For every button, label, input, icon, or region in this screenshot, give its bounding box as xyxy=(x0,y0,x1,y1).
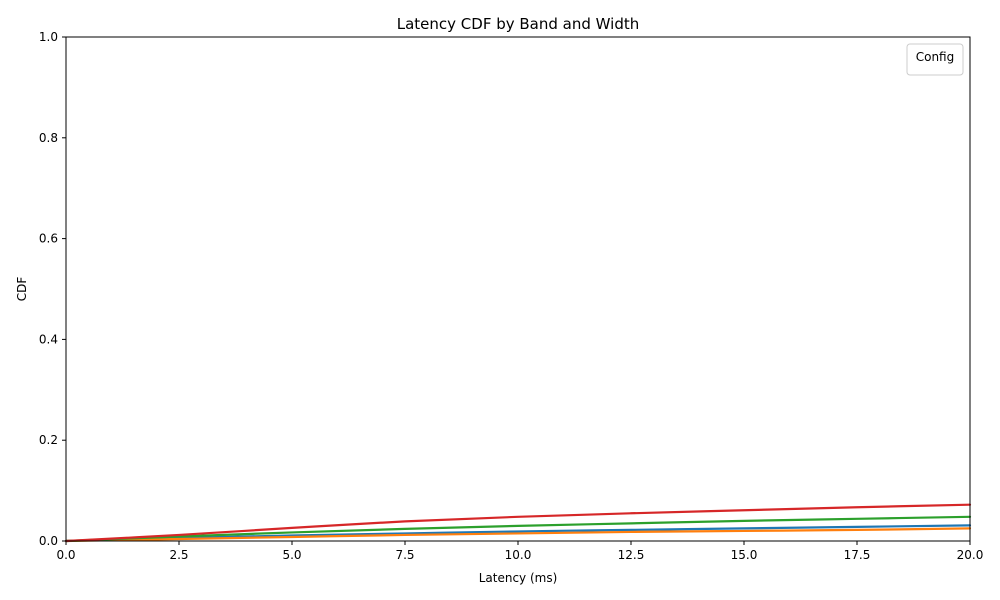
series-line-3 xyxy=(64,515,972,543)
plot-background xyxy=(66,37,970,541)
x-tick-label: 20.0 xyxy=(957,548,984,562)
legend-box xyxy=(906,43,964,76)
x-tick-label: 17.5 xyxy=(844,548,871,562)
chart-title: Latency CDF by Band and Width xyxy=(397,15,640,33)
y-axis-label: CDF xyxy=(15,277,29,302)
y-axis: 0.0 0.2 0.4 0.6 0.8 1.0 xyxy=(39,30,66,548)
y-tick-label: 0.4 xyxy=(39,332,58,346)
x-axis-label: Latency (ms) xyxy=(479,571,558,585)
x-tick-label: 12.5 xyxy=(618,548,645,562)
legend: Config xyxy=(906,43,964,76)
x-tick-label: 2.5 xyxy=(169,548,188,562)
series-line-4 xyxy=(64,503,972,543)
plot-area xyxy=(66,37,970,541)
x-axis: 0.0 2.5 5.0 7.5 10.0 12.5 15.0 17.5 20.0 xyxy=(56,541,983,562)
y-tick-label: 0.0 xyxy=(39,534,58,548)
x-tick-label: 5.0 xyxy=(282,548,301,562)
x-tick-label: 0.0 xyxy=(56,548,75,562)
series-line-1 xyxy=(64,524,972,543)
x-tick-label: 10.0 xyxy=(505,548,532,562)
x-tick-label: 15.0 xyxy=(731,548,758,562)
y-tick-label: 0.2 xyxy=(39,433,58,447)
y-tick-label: 1.0 xyxy=(39,30,58,44)
y-tick-label: 0.6 xyxy=(39,232,58,246)
legend-title: Config xyxy=(916,50,955,64)
series-line-2 xyxy=(64,527,972,543)
series-layer xyxy=(64,503,972,543)
x-tick-label: 7.5 xyxy=(395,548,414,562)
y-tick-label: 0.8 xyxy=(39,131,58,145)
